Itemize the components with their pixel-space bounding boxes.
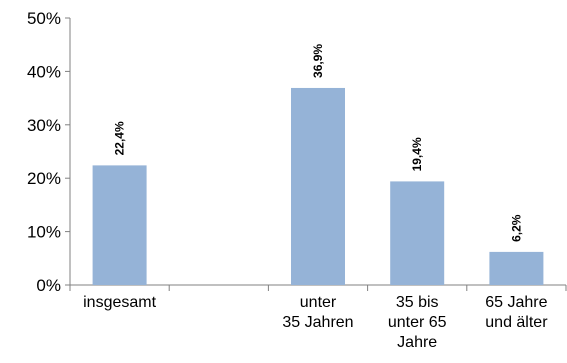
axes: 0% 10% 20% 30% 40% 50% (27, 9, 567, 295)
data-label: 22,4% (113, 121, 127, 155)
category-label: insgesamt (83, 294, 156, 311)
y-tick-label: 50% (27, 9, 61, 28)
data-label: 36,9% (311, 44, 325, 78)
bar (92, 165, 147, 285)
data-label: 19,4% (410, 137, 424, 171)
bars (92, 87, 544, 285)
y-tick-label: 20% (27, 169, 61, 188)
bar (390, 181, 445, 285)
category-label: 65 Jahre und älter (485, 294, 548, 331)
bar (291, 87, 345, 285)
labels: 22,4% insgesamt 36,9% unter 35 Jahren 19,4% 35… (83, 44, 548, 351)
bar (489, 251, 544, 285)
y-tick-label: 40% (27, 62, 61, 81)
category-label: 35 bis unter 65 Jahre (388, 294, 447, 351)
category-label: unter 35 Jahren (282, 294, 353, 331)
y-tick-label: 30% (27, 116, 61, 135)
y-tick-label: 0% (36, 276, 61, 295)
y-tick-label: 10% (27, 223, 61, 242)
data-label: 6,2% (509, 214, 523, 242)
